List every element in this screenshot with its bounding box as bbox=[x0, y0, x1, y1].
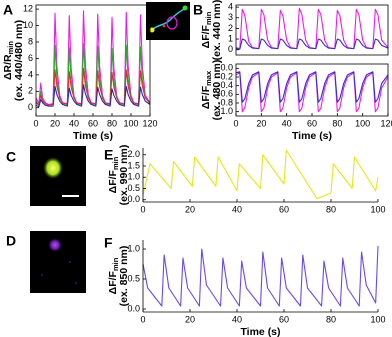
y-axis-label: ΔR/Rmin bbox=[2, 41, 15, 80]
x-tick-label: 80 bbox=[107, 118, 117, 128]
y-tick-label: 0.0 bbox=[220, 63, 233, 73]
y-axis-label-sub: min bbox=[111, 156, 120, 170]
x-axis-label: Time (s) bbox=[292, 130, 332, 142]
y-tick-label: 2 bbox=[28, 86, 33, 96]
x-tick-label: 80 bbox=[326, 204, 336, 214]
x-tick-label: 0 bbox=[140, 314, 145, 324]
y-tick-label: 3 bbox=[228, 12, 233, 22]
y-tick-label: 1 bbox=[228, 33, 233, 43]
y-tick-label: -1.0 bbox=[217, 106, 233, 116]
x-tick-label: 100 bbox=[123, 118, 138, 128]
data-line bbox=[235, 72, 389, 113]
data-line bbox=[235, 71, 389, 103]
y-tick-label: 0 bbox=[28, 102, 33, 112]
x-tick-label: 80 bbox=[326, 314, 336, 324]
y-axis-label: (ex. 850 nm) bbox=[118, 246, 130, 307]
panel-label: A bbox=[3, 2, 13, 18]
y-tick-label: -0.6 bbox=[217, 89, 233, 99]
y-tick-label: 0.5 bbox=[127, 273, 140, 283]
x-axis-label: Time (s) bbox=[240, 326, 280, 337]
x-tick-label: 60 bbox=[279, 314, 289, 324]
y-axis-label: ΔF/Fmin bbox=[200, 11, 213, 48]
x-tick-label: 80 bbox=[332, 118, 342, 128]
panel-label: B bbox=[193, 2, 203, 18]
y-axis-label-sub: min bbox=[111, 257, 120, 271]
y-tick-label: 1.5 bbox=[127, 160, 140, 170]
y-tick-label: 2 bbox=[228, 23, 233, 33]
y-tick-label: 4 bbox=[28, 69, 33, 79]
data-line bbox=[142, 245, 379, 307]
y-axis-label-sub: min bbox=[6, 41, 15, 55]
x-tick-label: 40 bbox=[282, 118, 292, 128]
x-tick-label: 40 bbox=[232, 314, 242, 324]
y-tick-label: -0.4 bbox=[217, 80, 233, 90]
x-tick-label: 60 bbox=[88, 118, 98, 128]
x-tick-label: 100 bbox=[370, 204, 385, 214]
x-tick-label: 40 bbox=[69, 118, 79, 128]
y-tick-label: 1.0 bbox=[127, 243, 140, 253]
x-tick-label: 20 bbox=[256, 118, 266, 128]
panel-label: C bbox=[6, 149, 16, 165]
y-axis-label-main: ΔR/R bbox=[2, 54, 14, 80]
x-tick-label: 60 bbox=[279, 204, 289, 214]
x-tick-label: 0 bbox=[33, 118, 38, 128]
x-tick-label: 40 bbox=[232, 204, 242, 214]
y-axis-label: ΔF/Fmin bbox=[107, 257, 120, 294]
y-axis-label-sub: max bbox=[204, 70, 213, 86]
plot-frame bbox=[235, 4, 389, 56]
x-tick-label: 60 bbox=[307, 118, 317, 128]
y-tick-label: 0.5 bbox=[127, 183, 140, 193]
y-axis-label-main: ΔF/F bbox=[200, 85, 212, 109]
y-tick-label: 0.0 bbox=[127, 194, 140, 204]
y-axis-label-main: ΔF/F bbox=[107, 169, 119, 193]
panel-label: D bbox=[6, 233, 16, 249]
data-line bbox=[235, 7, 389, 50]
y-tick-label: 2.0 bbox=[127, 149, 140, 159]
x-tick-label: 100 bbox=[355, 118, 370, 128]
y-axis-label-main: ΔF/F bbox=[200, 24, 212, 48]
x-tick-label: 0 bbox=[233, 118, 238, 128]
image-d bbox=[30, 231, 86, 293]
y-axis-label: ΔF/Fmin bbox=[107, 156, 120, 193]
y-tick-label: 12 bbox=[23, 3, 33, 13]
x-tick-label: 20 bbox=[185, 204, 195, 214]
inset-image bbox=[146, 2, 190, 40]
y-tick-label: 6 bbox=[28, 53, 33, 63]
x-axis-label: Time (s) bbox=[73, 130, 113, 142]
panel-label: F bbox=[104, 235, 113, 251]
data-line bbox=[35, 67, 151, 106]
y-tick-label: 0 bbox=[228, 44, 233, 54]
y-tick-label: 8 bbox=[28, 36, 33, 46]
y-tick-label: -0.2 bbox=[217, 71, 233, 81]
data-line bbox=[35, 84, 151, 108]
data-line bbox=[142, 149, 379, 200]
x-tick-label: 100 bbox=[370, 314, 385, 324]
panel-label: E bbox=[104, 147, 113, 163]
y-axis-label-sub: min bbox=[204, 11, 213, 25]
y-axis-label: (ex. 440/480 nm) bbox=[13, 20, 25, 101]
y-tick-label: 4 bbox=[228, 2, 233, 12]
y-axis-label: (ex. 480 nm) bbox=[211, 60, 223, 121]
y-tick-label: 0.0 bbox=[127, 303, 140, 313]
x-tick-label: 0 bbox=[140, 204, 145, 214]
y-axis-label: (ex. 990 nm) bbox=[118, 145, 130, 206]
x-tick-label: 20 bbox=[50, 118, 60, 128]
x-tick-label: 120 bbox=[142, 118, 157, 128]
y-axis-label: (ex. 440 nm) bbox=[211, 0, 223, 60]
y-tick-label: 1.0 bbox=[127, 172, 140, 182]
y-tick-label: 10 bbox=[23, 20, 33, 30]
y-tick-label: -0.8 bbox=[217, 97, 233, 107]
data-line bbox=[235, 38, 389, 50]
y-axis-label-main: ΔF/F bbox=[107, 270, 119, 294]
x-tick-label: 120 bbox=[380, 118, 392, 128]
x-tick-label: 20 bbox=[185, 314, 195, 324]
y-axis-label: ΔF/Fmax bbox=[200, 70, 213, 109]
image-c bbox=[30, 146, 86, 206]
